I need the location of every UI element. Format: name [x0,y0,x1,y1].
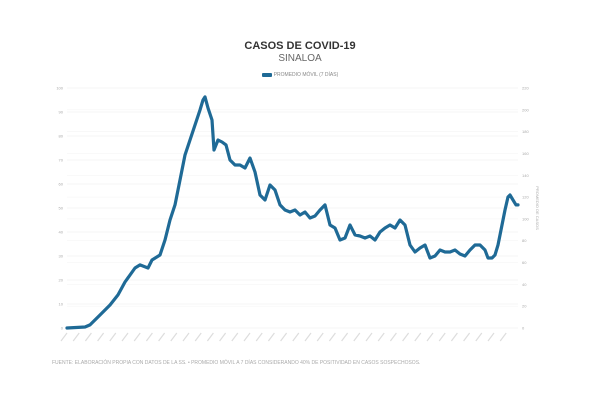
x-tick-label [219,332,227,342]
right-tick-label: 40 [522,282,527,287]
left-tick-label: 0 [61,326,64,331]
x-tick-label [194,332,202,342]
x-tick-label [353,332,361,342]
right-tick-label: 80 [522,238,527,243]
x-tick-label [231,332,239,342]
chart-title: CASOS DE COVID-19 [244,40,356,52]
x-tick-label [109,332,117,342]
x-tick-label [84,332,92,342]
x-tick-label [402,332,410,342]
x-tick-label [243,332,251,342]
left-tick-label: 10 [59,302,64,307]
right-tick-label: 140 [522,173,529,178]
right-tick-label: 160 [522,151,529,156]
right-tick-label: 220 [522,86,529,91]
left-tick-label: 100 [56,86,63,91]
x-tick-label [292,332,300,342]
x-tick-label [328,332,336,342]
left-tick-label: 50 [59,206,64,211]
chart-subtitle: SINALOA [278,53,322,64]
x-tick-label [280,332,288,342]
x-tick-label [170,332,178,342]
source-note: FUENTE: ELABORACIÓN PROPIA CON DATOS DE … [52,360,421,366]
right-tick-label: 200 [522,107,529,112]
x-tick-label [316,332,324,342]
right-axis-label: PROMEDIO DE CASOS [535,186,540,230]
x-tick-label [450,332,458,342]
x-tick-label [304,332,312,342]
x-tick-label [414,332,422,342]
x-tick-label [389,332,397,342]
x-tick-label [206,332,214,342]
x-tick-label [182,332,190,342]
x-tick-label [463,332,471,342]
left-tick-label: 90 [59,110,64,115]
x-tick-label [145,332,153,342]
x-tick-label [133,332,141,342]
right-tick-label: 20 [522,304,527,309]
x-tick-label [121,332,129,342]
left-tick-label: 80 [59,134,64,139]
left-tick-label: 70 [59,158,64,163]
x-tick-label [475,332,483,342]
right-tick-label: 120 [522,195,529,200]
x-tick-label [255,332,263,342]
x-tick-label [438,332,446,342]
right-tick-label: 180 [522,129,529,134]
x-tick-label [499,332,507,342]
right-tick-label: 0 [522,326,525,331]
x-tick-label [377,332,385,342]
x-tick-label [426,332,434,342]
x-tick-label [365,332,373,342]
legend: PROMEDIO MÓVIL (7 DÍAS) [0,72,600,78]
x-tick-label [60,332,68,342]
x-tick-label [267,332,275,342]
x-tick-label [158,332,166,342]
x-tick-label [487,332,495,342]
left-tick-label: 60 [59,182,64,187]
legend-label: PROMEDIO MÓVIL (7 DÍAS) [273,72,339,78]
left-tick-label: 40 [59,230,64,235]
x-tick-label [72,332,80,342]
x-tick-label [341,332,349,342]
right-tick-label: 60 [522,260,527,265]
right-tick-label: 100 [522,216,529,221]
x-tick-label [97,332,105,342]
left-tick-label: 20 [59,278,64,283]
legend-swatch [261,72,272,77]
left-tick-label: 30 [59,254,64,259]
